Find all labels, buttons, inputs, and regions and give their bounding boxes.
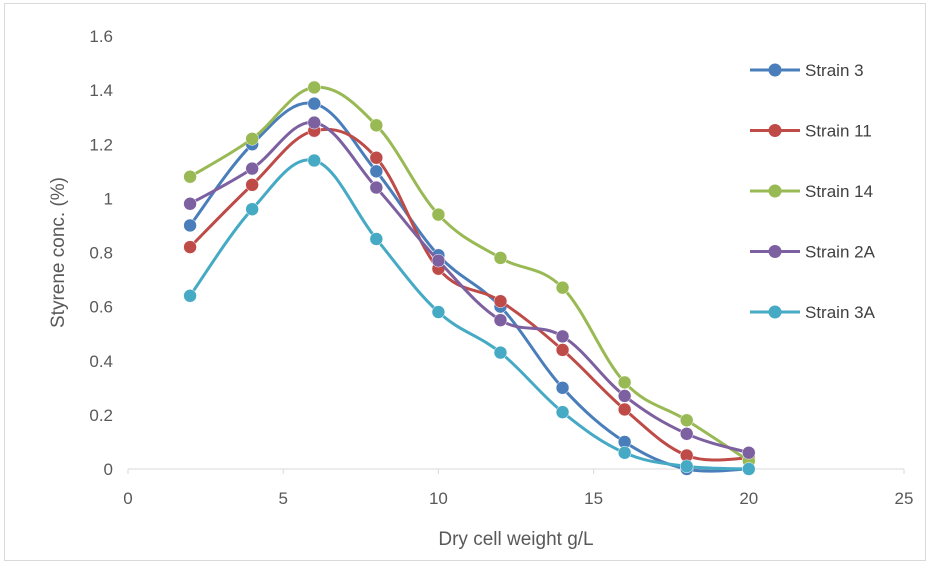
data-point (245, 202, 259, 216)
data-point (431, 305, 446, 319)
series-line (188, 158, 749, 471)
series-line (188, 101, 749, 473)
x-axis-title: Dry cell weight g/L (438, 529, 593, 550)
series-strain-3a (183, 153, 756, 476)
legend-item: Strain 11 (750, 122, 872, 141)
y-tick-label: 0.2 (89, 406, 113, 425)
series-line (189, 127, 749, 462)
data-point (183, 169, 197, 184)
y-tick-label: 1.6 (89, 27, 113, 46)
data-point (679, 413, 694, 428)
y-axis-title: Styrene conc. (%) (48, 177, 69, 328)
data-point (183, 218, 197, 233)
data-point (679, 427, 694, 441)
legend-item: Strain 3A (750, 303, 876, 322)
data-point (617, 446, 632, 460)
series-line (189, 85, 750, 463)
y-tick-label: 1.2 (89, 135, 113, 154)
data-point (617, 389, 632, 403)
data-point (369, 232, 384, 246)
series-layer (183, 80, 756, 476)
data-point (307, 96, 321, 111)
x-tick-label: 25 (895, 489, 914, 508)
data-point (369, 164, 384, 179)
legend-swatch-marker (768, 184, 782, 198)
data-point (431, 253, 446, 268)
x-axis-ticks: 0 5 10 15 20 25 (123, 469, 913, 508)
data-point (493, 294, 508, 308)
y-tick-label: 1.4 (89, 81, 113, 100)
legend-label: Strain 14 (805, 182, 873, 201)
legend-item: Strain 3 (750, 61, 864, 80)
series-strain-14 (183, 80, 756, 468)
legend-label: Strain 3 (805, 61, 864, 80)
data-point (493, 251, 508, 265)
series-strain-2a (183, 115, 756, 460)
x-tick-label: 5 (278, 489, 287, 508)
legend-item: Strain 2A (750, 243, 876, 262)
y-tick-label: 1 (104, 189, 113, 208)
x-tick-label: 0 (123, 489, 132, 508)
y-tick-label: 0 (104, 460, 113, 479)
x-tick-label: 10 (429, 489, 448, 508)
data-point (742, 462, 756, 476)
x-tick-label: 15 (584, 489, 603, 508)
data-point (369, 118, 384, 133)
data-point (183, 240, 197, 254)
y-tick-label: 0.4 (89, 352, 113, 371)
y-axis-ticks: 0 0.2 0.4 0.6 0.8 1 1.2 1.4 1.6 (89, 27, 113, 479)
legend-label: Strain 3A (805, 303, 876, 322)
data-point (555, 343, 570, 357)
series-line (189, 121, 750, 455)
data-point (493, 313, 508, 327)
legend-swatch-marker (768, 305, 782, 319)
data-point (183, 289, 197, 303)
data-point (617, 375, 632, 390)
data-point (555, 280, 570, 295)
data-point (369, 151, 384, 165)
data-point (617, 402, 632, 417)
data-point (245, 132, 259, 146)
data-point (307, 153, 321, 168)
chart-frame (4, 3, 926, 561)
data-point (307, 80, 321, 95)
data-point (183, 197, 197, 211)
data-point (307, 115, 321, 130)
legend-label: Strain 2A (805, 243, 876, 262)
legend-swatch-marker (768, 63, 782, 77)
legend-swatch-marker (768, 245, 782, 258)
data-point (493, 345, 508, 360)
data-point (679, 459, 694, 474)
y-tick-label: 0.6 (89, 298, 113, 317)
data-point (742, 446, 756, 460)
data-point (245, 161, 259, 176)
data-point (555, 381, 570, 395)
data-point (555, 405, 570, 419)
legend-swatch-marker (768, 124, 782, 137)
data-point (431, 207, 446, 222)
data-point (369, 180, 384, 195)
x-tick-label: 20 (739, 489, 758, 508)
y-tick-label: 0.8 (89, 244, 113, 263)
legend: Strain 3 Strain 11 Strain 14 Strain 2A Strai… (750, 61, 876, 322)
data-point (555, 329, 570, 344)
legend-item: Strain 14 (750, 182, 873, 201)
legend-label: Strain 11 (805, 122, 872, 141)
data-point (245, 178, 259, 192)
